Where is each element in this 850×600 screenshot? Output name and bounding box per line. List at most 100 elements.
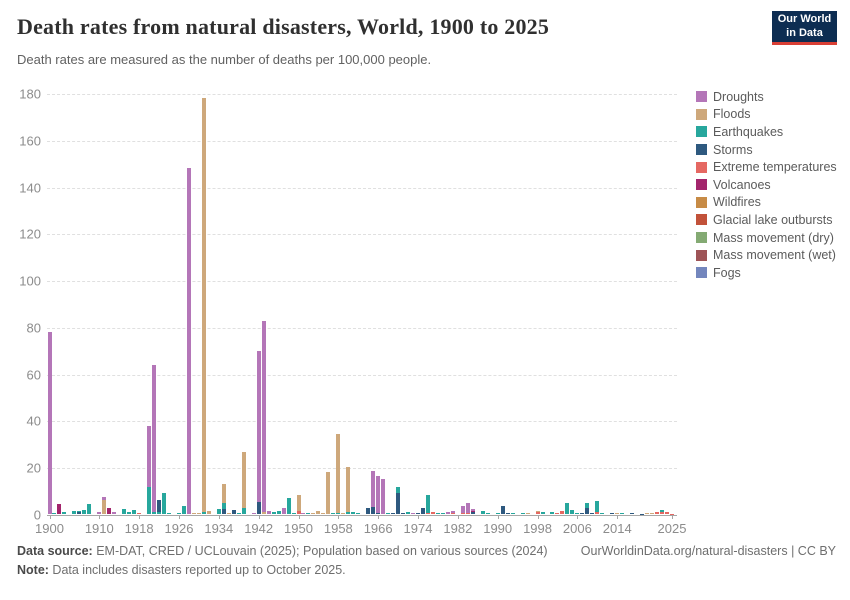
bar-2011[interactable]: [600, 513, 605, 514]
bar-1951[interactable]: [301, 513, 306, 514]
bar-2020[interactable]: [645, 513, 650, 514]
bar-1924[interactable]: [167, 512, 172, 514]
legend-item-droughts[interactable]: Droughts: [696, 88, 837, 106]
bar-1990[interactable]: [495, 513, 500, 514]
bar-1921[interactable]: [152, 364, 157, 514]
bar-1938[interactable]: [236, 513, 241, 514]
bar-1928[interactable]: [186, 168, 191, 514]
bar-1902[interactable]: [57, 503, 62, 514]
bar-1941[interactable]: [251, 513, 256, 514]
bar-2007[interactable]: [580, 513, 585, 514]
bar-1949[interactable]: [291, 512, 296, 514]
bar-1956[interactable]: [326, 471, 331, 514]
bar-1911[interactable]: [102, 497, 107, 514]
legend-item-mass-movement-wet[interactable]: Mass movement (wet): [696, 246, 837, 264]
bar-1972[interactable]: [406, 512, 411, 514]
bar-1918[interactable]: [137, 512, 142, 514]
legend-item-mass-movement-dry[interactable]: Mass movement (dry): [696, 229, 837, 247]
bar-1927[interactable]: [181, 505, 186, 514]
bar-1915[interactable]: [122, 509, 127, 514]
bar-1978[interactable]: [435, 512, 440, 514]
bar-1905[interactable]: [72, 511, 77, 514]
bar-2006[interactable]: [575, 513, 580, 514]
bar-1977[interactable]: [430, 511, 435, 514]
bar-1983[interactable]: [460, 505, 465, 514]
bar-2010[interactable]: [595, 500, 600, 514]
bar-1959[interactable]: [341, 512, 346, 514]
bar-1901[interactable]: [52, 513, 57, 514]
bar-1908[interactable]: [87, 504, 92, 514]
bar-2021[interactable]: [650, 513, 655, 514]
bar-1939[interactable]: [241, 451, 246, 514]
bar-1971[interactable]: [401, 513, 406, 514]
bar-2024[interactable]: [665, 511, 670, 514]
legend-item-wildfires[interactable]: Wildfires: [696, 194, 837, 212]
bar-1916[interactable]: [127, 512, 132, 514]
bar-1984[interactable]: [465, 503, 470, 514]
bar-1912[interactable]: [107, 507, 112, 514]
bar-1999[interactable]: [540, 512, 545, 514]
bar-2022[interactable]: [655, 511, 660, 514]
bar-1922[interactable]: [157, 499, 162, 514]
bar-1988[interactable]: [485, 512, 490, 514]
bar-1954[interactable]: [316, 510, 321, 514]
bar-2001[interactable]: [550, 512, 555, 514]
bar-2017[interactable]: [630, 513, 635, 514]
bar-2003[interactable]: [560, 510, 565, 514]
bar-1953[interactable]: [311, 512, 316, 514]
bar-1981[interactable]: [450, 510, 455, 514]
legend-item-volcanoes[interactable]: Volcanoes: [696, 176, 837, 194]
bar-1969[interactable]: [391, 513, 396, 514]
bar-1991[interactable]: [500, 506, 505, 514]
bar-1995[interactable]: [520, 513, 525, 514]
owid-logo[interactable]: Our World in Data: [772, 11, 837, 45]
bar-1900[interactable]: [47, 332, 52, 514]
bar-1903[interactable]: [62, 512, 67, 514]
bar-2023[interactable]: [660, 510, 665, 514]
legend-item-extreme-temperatures[interactable]: Extreme temperatures: [696, 158, 837, 176]
bar-1955[interactable]: [321, 513, 326, 514]
bar-1962[interactable]: [356, 512, 361, 514]
attribution-link[interactable]: OurWorldinData.org/natural-disasters | C…: [580, 544, 836, 558]
bar-1906[interactable]: [77, 510, 82, 514]
legend-item-glacial-lake-outbursts[interactable]: Glacial lake outbursts: [696, 211, 837, 229]
bar-1960[interactable]: [346, 466, 351, 514]
bar-1917[interactable]: [132, 509, 137, 514]
bar-1945[interactable]: [271, 511, 276, 514]
bar-1987[interactable]: [480, 511, 485, 514]
bar-1946[interactable]: [276, 510, 281, 514]
bar-1936[interactable]: [226, 513, 231, 514]
bar-1980[interactable]: [445, 511, 450, 514]
bar-1970[interactable]: [396, 487, 401, 514]
legend-item-earthquakes[interactable]: Earthquakes: [696, 123, 837, 141]
bar-1943[interactable]: [261, 320, 266, 514]
bar-1931[interactable]: [201, 97, 206, 514]
bar-1934[interactable]: [216, 509, 221, 514]
bar-1993[interactable]: [510, 513, 515, 514]
bar-2004[interactable]: [565, 503, 570, 514]
bar-1910[interactable]: [97, 512, 102, 514]
bar-1976[interactable]: [425, 494, 430, 514]
bar-1957[interactable]: [331, 513, 336, 514]
bar-1920[interactable]: [147, 426, 152, 514]
bar-1964[interactable]: [366, 507, 371, 514]
bar-1926[interactable]: [176, 513, 181, 514]
legend-item-storms[interactable]: Storms: [696, 141, 837, 159]
bar-1998[interactable]: [535, 511, 540, 514]
bar-2008[interactable]: [585, 503, 590, 514]
bar-1968[interactable]: [386, 512, 391, 514]
bar-2009[interactable]: [590, 513, 595, 514]
bar-1992[interactable]: [505, 513, 510, 514]
bar-1947[interactable]: [281, 508, 286, 514]
bar-1966[interactable]: [376, 476, 381, 514]
bar-2013[interactable]: [610, 513, 615, 514]
bar-1985[interactable]: [470, 508, 475, 514]
bar-1944[interactable]: [266, 510, 271, 514]
bar-1996[interactable]: [525, 513, 530, 514]
bar-1907[interactable]: [82, 509, 87, 514]
bar-1913[interactable]: [112, 511, 117, 514]
bar-1973[interactable]: [411, 513, 416, 514]
bar-1965[interactable]: [371, 470, 376, 514]
bar-1952[interactable]: [306, 513, 311, 514]
bar-1979[interactable]: [440, 513, 445, 514]
